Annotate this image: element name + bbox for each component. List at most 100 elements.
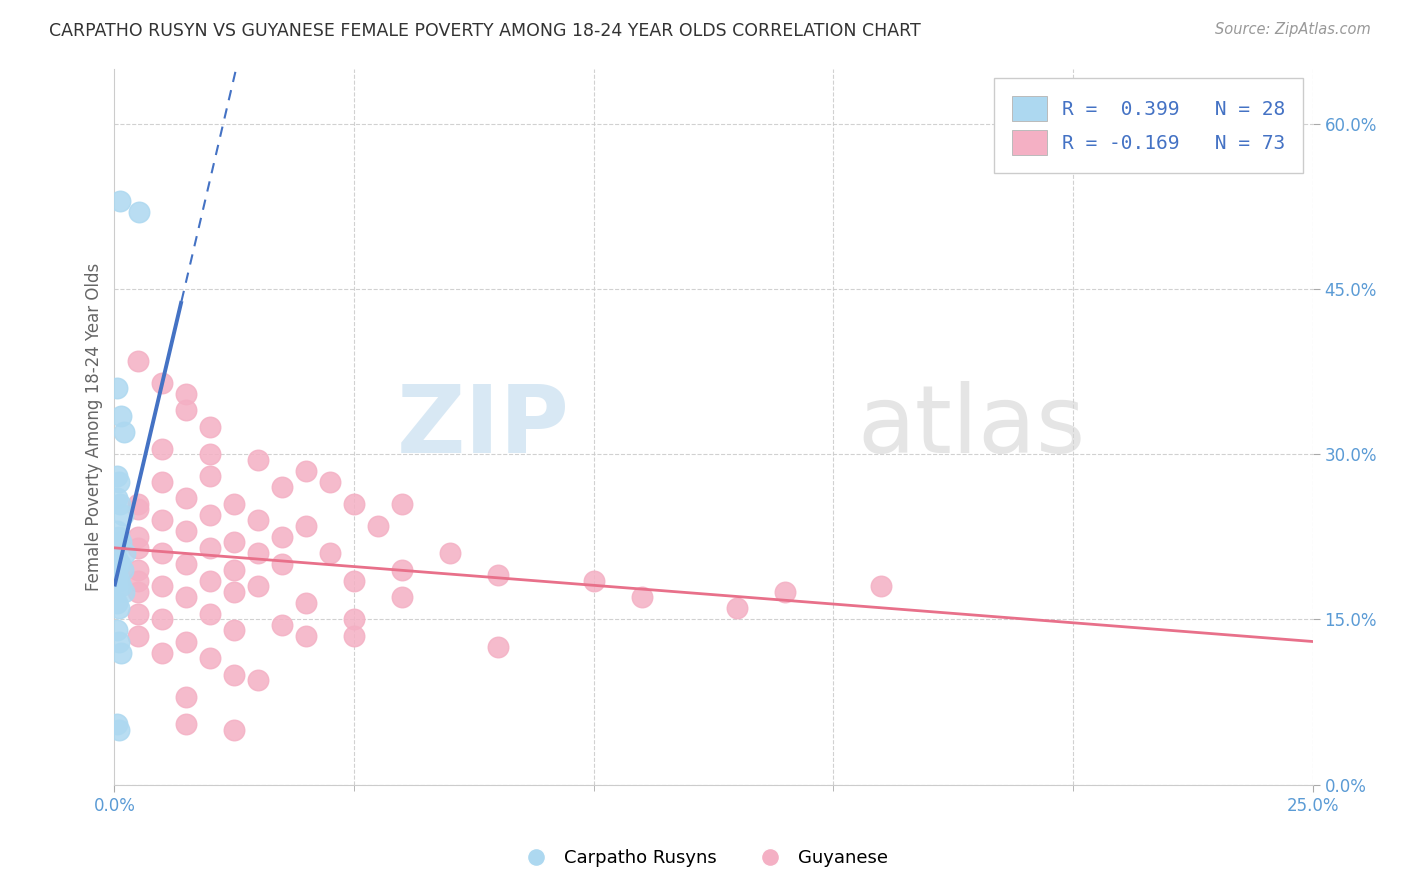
Point <box>105 717 128 731</box>
Legend: R =  0.399   N = 28, R = -0.169   N = 73: R = 0.399 N = 28, R = -0.169 N = 73 <box>994 78 1303 173</box>
Point <box>224 535 246 549</box>
Point <box>127 563 149 577</box>
Point <box>200 508 222 522</box>
Point <box>127 607 149 621</box>
Point <box>224 723 246 737</box>
Point <box>224 585 246 599</box>
Point <box>343 574 366 588</box>
Point <box>127 530 149 544</box>
Point <box>343 612 366 626</box>
Point <box>247 579 270 593</box>
Point <box>107 530 129 544</box>
Point <box>319 475 342 489</box>
Point <box>127 353 149 368</box>
Point <box>105 524 128 539</box>
Point <box>108 723 131 737</box>
Point <box>271 480 294 494</box>
Point <box>114 585 136 599</box>
Point <box>271 618 294 632</box>
Point <box>319 546 342 560</box>
Point <box>150 546 173 560</box>
Point <box>110 579 132 593</box>
Point <box>271 558 294 572</box>
Point <box>224 624 246 638</box>
Point <box>775 585 797 599</box>
Point <box>176 690 198 704</box>
Point <box>630 591 652 605</box>
Point <box>247 546 270 560</box>
Text: Source: ZipAtlas.com: Source: ZipAtlas.com <box>1215 22 1371 37</box>
Point <box>176 386 198 401</box>
Point <box>150 646 173 660</box>
Point <box>150 442 173 456</box>
Point <box>127 541 149 555</box>
Point <box>110 646 132 660</box>
Point <box>114 546 136 560</box>
Point <box>108 475 131 489</box>
Point <box>150 612 173 626</box>
Point <box>112 425 135 439</box>
Text: CARPATHO RUSYN VS GUYANESE FEMALE POVERTY AMONG 18-24 YEAR OLDS CORRELATION CHAR: CARPATHO RUSYN VS GUYANESE FEMALE POVERT… <box>49 22 921 40</box>
Point <box>176 717 198 731</box>
Point <box>128 204 150 219</box>
Point <box>150 475 173 489</box>
Point <box>200 447 222 461</box>
Point <box>105 596 128 610</box>
Point <box>870 579 893 593</box>
Point <box>127 574 149 588</box>
Point <box>391 563 413 577</box>
Point <box>111 563 134 577</box>
Point <box>112 508 135 522</box>
Point <box>486 568 509 582</box>
Point <box>391 497 413 511</box>
Point <box>224 667 246 681</box>
Point <box>391 591 413 605</box>
Point <box>176 491 198 506</box>
Point <box>105 568 128 582</box>
Point <box>367 518 389 533</box>
Point <box>150 579 173 593</box>
Point <box>295 596 318 610</box>
Point <box>727 601 749 615</box>
Point <box>295 518 318 533</box>
Point <box>200 469 222 483</box>
Text: atlas: atlas <box>858 381 1085 473</box>
Legend: Carpatho Rusyns, Guyanese: Carpatho Rusyns, Guyanese <box>512 842 894 874</box>
Point <box>439 546 461 560</box>
Point <box>200 651 222 665</box>
Point <box>582 574 605 588</box>
Point <box>176 403 198 417</box>
Point <box>247 673 270 687</box>
Point <box>224 563 246 577</box>
Point <box>486 640 509 654</box>
Point <box>110 535 132 549</box>
Point <box>150 513 173 527</box>
Point <box>127 585 149 599</box>
Point <box>127 497 149 511</box>
Point <box>176 634 198 648</box>
Point <box>105 381 128 395</box>
Point <box>127 502 149 516</box>
Point <box>176 558 198 572</box>
Point <box>200 419 222 434</box>
Point <box>200 607 222 621</box>
Point <box>176 524 198 539</box>
Point <box>247 452 270 467</box>
Point <box>343 629 366 643</box>
Point <box>105 491 128 506</box>
Point <box>150 376 173 390</box>
Point <box>108 558 131 572</box>
Point <box>105 469 128 483</box>
Point <box>108 497 131 511</box>
Text: ZIP: ZIP <box>396 381 569 473</box>
Y-axis label: Female Poverty Among 18-24 Year Olds: Female Poverty Among 18-24 Year Olds <box>86 262 103 591</box>
Point <box>105 624 128 638</box>
Point <box>295 629 318 643</box>
Point <box>247 513 270 527</box>
Point <box>107 574 129 588</box>
Point <box>110 409 132 423</box>
Point <box>105 552 128 566</box>
Point <box>295 464 318 478</box>
Point <box>200 541 222 555</box>
Point <box>127 629 149 643</box>
